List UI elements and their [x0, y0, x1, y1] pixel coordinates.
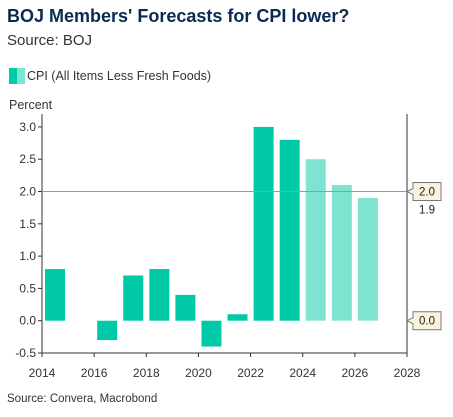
bar-2020: [201, 320, 222, 347]
x-tick-label-2: 2018: [133, 366, 160, 380]
bar-2023: [279, 139, 300, 321]
x-tick-label-6: 2026: [342, 366, 369, 380]
bar-2018: [149, 269, 170, 321]
x-tick-label-1: 2016: [81, 366, 108, 380]
legend: CPI (All Items Less Fresh Foods): [9, 68, 211, 84]
x-tick-label-7: 2028: [394, 366, 421, 380]
bar-2022: [253, 126, 274, 321]
y-axis-label: Percent: [9, 98, 53, 112]
y-tick-label-0: -0.5: [15, 346, 36, 360]
chart-title: BOJ Members' Forecasts for CPI lower?: [7, 6, 350, 26]
legend-swatch-actual: [9, 68, 17, 84]
bar-2019: [175, 294, 196, 321]
bar-2026: [357, 197, 378, 321]
y-tick-label-3: 1.0: [19, 249, 36, 263]
callout-1-box: [405, 311, 442, 331]
y-tick-label-2: 0.5: [19, 281, 36, 295]
x-tick-label-4: 2022: [237, 366, 264, 380]
chart-subtitle: Source: BOJ: [7, 32, 93, 49]
y-tick-label-4: 1.5: [19, 217, 36, 231]
y-tick-label-5: 2.0: [19, 185, 36, 199]
legend-label: CPI (All Items Less Fresh Foods): [27, 69, 212, 83]
bar-2017: [123, 275, 144, 321]
source-note: Source: Convera, Macrobond: [7, 393, 158, 405]
callout-0-box: [405, 182, 442, 202]
x-tick-label-5: 2024: [289, 366, 316, 380]
callout-0-label: 2.0: [419, 187, 435, 199]
callout-1-label: 0.0: [419, 316, 435, 328]
bar-2016: [97, 320, 118, 341]
bar-2025: [331, 185, 352, 321]
y-tick-label-6: 2.5: [19, 152, 36, 166]
x-tick-label-0: 2014: [29, 366, 56, 380]
annotation-1-9: 1.9: [419, 205, 435, 217]
bar-2024: [305, 159, 326, 321]
y-tick-label-1: 0.0: [19, 314, 36, 328]
x-tick-label-3: 2020: [185, 366, 212, 380]
y-tick-label-7: 3.0: [19, 120, 36, 134]
bar-2014: [45, 269, 66, 321]
bar-2021: [227, 314, 248, 321]
legend-swatch-forecast: [17, 68, 25, 84]
